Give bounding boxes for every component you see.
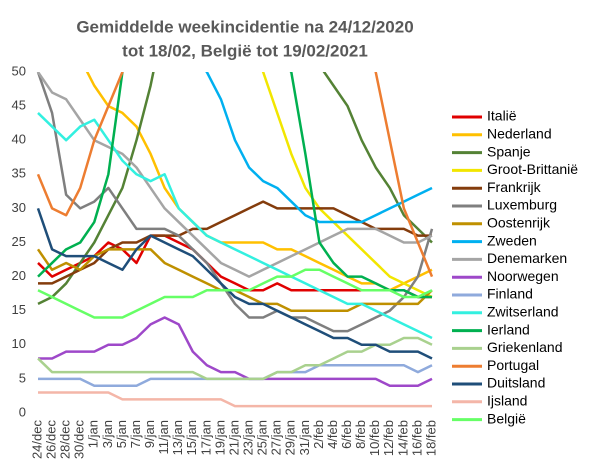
legend-label: Zwitserland — [487, 304, 559, 320]
x-tick-label: 28/dec — [58, 420, 73, 460]
y-tick-label: 50 — [12, 63, 26, 78]
legend-label: Groot-Brittanië — [487, 161, 578, 177]
x-tick-label: 14/feb — [395, 420, 410, 456]
x-tick-label: 6/feb — [339, 420, 354, 449]
y-tick-label: 25 — [12, 234, 26, 249]
legend-label: Luxemburg — [487, 197, 557, 213]
legend-label: Griekenland — [487, 339, 563, 355]
legend-label: Ierland — [487, 321, 530, 337]
legend-label: Spanje — [487, 143, 531, 159]
y-tick-label: 45 — [12, 98, 26, 113]
legend-label: Finland — [487, 286, 533, 302]
x-tick-label: 21/jan — [226, 420, 241, 455]
legend-label: Ijsland — [487, 393, 527, 409]
x-tick-label: 23/jan — [241, 420, 256, 455]
x-tick-label: 17/jan — [198, 420, 213, 455]
series-line — [38, 316, 433, 387]
x-tick-label: 16/feb — [409, 420, 424, 456]
chart-title: Gemiddelde weekincidentie na 24/12/2020 — [76, 17, 413, 36]
legend-label: Zweden — [487, 232, 537, 248]
series-line — [38, 364, 433, 387]
y-tick-label: 0 — [19, 404, 26, 419]
x-tick-label: 7/jan — [128, 420, 143, 448]
x-tick-label: 4/feb — [325, 420, 340, 449]
x-tick-label: 25/jan — [255, 420, 270, 455]
series-line — [37, 268, 433, 319]
x-tick-label: 10/feb — [367, 420, 382, 456]
series-line — [36, 72, 434, 278]
series-line — [261, 72, 433, 299]
y-tick-label: 40 — [12, 132, 26, 147]
legend-label: Nederland — [487, 126, 552, 142]
y-tick-label: 20 — [12, 268, 26, 283]
chart-subtitle: tot 18/02, België tot 19/02/2021 — [122, 41, 368, 60]
x-tick-label: 2/feb — [311, 420, 326, 449]
series-line — [38, 391, 432, 408]
series-line — [36, 207, 433, 360]
series-line — [37, 72, 432, 299]
x-tick-label: 3/jan — [100, 420, 115, 448]
series-line — [36, 72, 433, 278]
legend-label: Frankrijk — [487, 179, 542, 195]
y-tick-label: 30 — [12, 200, 26, 215]
x-tick-label: 5/jan — [114, 420, 129, 448]
x-tick-label: 8/feb — [353, 420, 368, 449]
series-line — [37, 336, 433, 381]
legend-label: Denemarken — [487, 250, 567, 266]
legend-label: Italië — [487, 108, 517, 124]
x-tick-label: 24/dec — [29, 420, 44, 460]
series-line — [37, 234, 432, 299]
x-tick-label: 31/jan — [297, 420, 312, 455]
series-line — [37, 112, 433, 340]
y-tick-label: 15 — [12, 302, 26, 317]
x-tick-label: 15/jan — [184, 420, 199, 455]
x-tick-label: 13/jan — [170, 420, 185, 455]
legend-label: Oostenrijk — [487, 215, 551, 231]
series-line — [36, 72, 434, 333]
series-line — [205, 72, 433, 224]
legend-label: Noorwegen — [487, 268, 559, 284]
x-tick-label: 1/jan — [86, 420, 101, 448]
series-line — [85, 72, 433, 292]
legend-label: Portugal — [487, 357, 539, 373]
x-tick-label: 19/jan — [212, 420, 227, 455]
y-tick-label: 5 — [19, 370, 26, 385]
legend-label: België — [487, 410, 526, 426]
x-tick-label: 30/dec — [72, 420, 87, 460]
x-tick-label: 18/feb — [423, 420, 438, 456]
x-tick-label: 26/dec — [44, 420, 59, 460]
x-tick-label: 27/jan — [269, 420, 284, 455]
x-tick-label: 12/feb — [381, 420, 396, 456]
plot-area — [36, 72, 434, 408]
x-tick-label: 11/jan — [156, 420, 171, 454]
y-tick-label: 35 — [12, 166, 26, 181]
y-tick-label: 10 — [12, 336, 26, 351]
x-tick-label: 29/jan — [283, 420, 298, 455]
x-tick-label: 9/jan — [142, 420, 157, 448]
series-line — [37, 72, 433, 306]
series-line — [38, 200, 432, 285]
legend-label: Duitsland — [487, 375, 545, 391]
